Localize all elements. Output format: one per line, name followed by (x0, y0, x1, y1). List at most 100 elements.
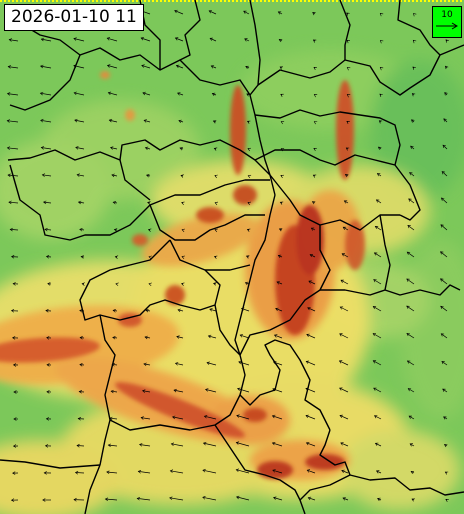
wind-arrow-icon (373, 279, 382, 285)
wind-arrow-head (442, 388, 446, 392)
wind-arrow-icon (373, 360, 382, 366)
wind-arrow-head (236, 495, 240, 500)
wind-arrow-icon (7, 120, 19, 123)
wind-arrow-head (43, 200, 47, 205)
wind-arrow-icon (339, 415, 349, 420)
wind-arrow-head (77, 200, 82, 205)
wind-arrow-icon (441, 171, 448, 177)
wind-arrow-head (445, 499, 449, 503)
wind-arrow-head (12, 336, 16, 340)
wind-arrow-icon (109, 119, 118, 123)
wind-arrow-head (203, 415, 208, 419)
wind-arrow-head (12, 363, 17, 367)
wind-arrow-head (379, 40, 384, 44)
wind-arrow-head (275, 307, 279, 311)
wind-arrow-icon (309, 254, 316, 258)
wind-arrow-icon (236, 442, 250, 447)
wind-arrow-head (243, 10, 247, 14)
wind-arrow-head (209, 37, 214, 41)
wind-arrow-head (444, 444, 448, 448)
wind-arrow-head (346, 12, 350, 16)
wind-arrow-icon (138, 471, 151, 474)
wind-arrow-head (178, 119, 182, 123)
wind-arrow-icon (407, 360, 415, 366)
wind-arrow-head (313, 94, 318, 98)
wind-arrow-icon (141, 417, 151, 420)
wind-arrow-icon (339, 360, 349, 366)
wind-arrow-head (239, 334, 243, 338)
wind-arrow-head (211, 92, 216, 96)
wind-arrow-head (445, 39, 449, 43)
wind-arrow-icon (107, 65, 118, 69)
wind-arrow-head (111, 362, 115, 367)
wind-arrow-icon (237, 388, 250, 393)
wind-arrow-head (276, 281, 280, 285)
wind-arrow-head (443, 118, 447, 122)
wind-arrow-head (46, 336, 50, 340)
wind-arrow-head (339, 387, 343, 391)
wind-arrow-head (207, 334, 212, 339)
wind-arrow-icon (108, 444, 118, 447)
wind-arrow-icon (212, 93, 217, 96)
wind-arrow-head (238, 360, 242, 365)
wind-arrow-head (313, 148, 317, 152)
wind-arrow-head (235, 468, 240, 472)
wind-arrow-head (79, 336, 83, 340)
wind-arrow-head (6, 146, 11, 150)
wind-arrow-head (375, 199, 380, 203)
wind-arrow-head (440, 197, 445, 201)
wind-arrow-icon (145, 309, 151, 312)
wind-arrow-icon (142, 390, 151, 393)
wind-arrow-head (247, 174, 252, 179)
wind-arrow-icon (40, 119, 52, 123)
wind-arrow-icon (375, 442, 382, 447)
wind-arrow-head (40, 37, 45, 42)
wind-arrow-icon (272, 469, 283, 474)
timestamp-label: 2026-01-10 11 (4, 4, 144, 31)
wind-arrow-head (338, 360, 343, 364)
wind-arrow-head (42, 498, 46, 502)
wind-arrow-icon (236, 469, 250, 474)
wind-arrow-icon (42, 174, 52, 177)
wind-arrow-icon (442, 388, 448, 393)
wind-arrow-head (181, 201, 185, 206)
wind-arrow-head (112, 336, 116, 340)
wind-arrow-icon (46, 256, 52, 258)
wind-arrow-icon (406, 333, 415, 339)
wind-arrow-icon (208, 335, 217, 339)
wind-arrow-head (410, 471, 415, 475)
wind-arrow-head (104, 497, 109, 501)
wind-arrow-head (376, 173, 381, 177)
wind-arrow-icon (137, 498, 151, 501)
wind-arrow-head (341, 469, 345, 473)
wind-arrow-head (202, 468, 206, 473)
wind-arrow-head (79, 228, 83, 232)
wind-arrow-head (112, 309, 116, 313)
wind-arrow-icon (113, 201, 118, 204)
wind-arrow-head (146, 174, 150, 178)
wind-arrow-icon (8, 66, 19, 69)
wind-arrow-icon (109, 417, 118, 420)
wind-arrow-head (307, 496, 312, 501)
wind-arrow-icon (343, 226, 349, 231)
wind-arrow-head (206, 361, 210, 365)
wind-arrow-head (409, 172, 413, 176)
wind-arrow-icon (211, 65, 217, 69)
wind-arrow-head (12, 471, 16, 475)
wind-arrow-head (374, 442, 379, 446)
wind-arrow-head (44, 227, 48, 232)
wind-arrow-icon (375, 226, 382, 231)
wind-arrow-icon (79, 228, 85, 231)
wind-arrow-head (209, 308, 213, 312)
wind-arrow-head (110, 389, 114, 394)
wind-arrow-icon (107, 37, 118, 42)
wind-arrow-head (310, 227, 315, 231)
wind-arrow-head (379, 13, 384, 17)
wind-arrow-head (346, 67, 351, 71)
wind-arrow-icon (206, 362, 217, 366)
wind-arrow-icon (272, 442, 283, 447)
wind-arrow-head (373, 415, 378, 419)
wind-arrow-icon (111, 390, 118, 393)
wind-arrow-icon (174, 10, 184, 15)
wind-arrow-icon (245, 282, 250, 285)
